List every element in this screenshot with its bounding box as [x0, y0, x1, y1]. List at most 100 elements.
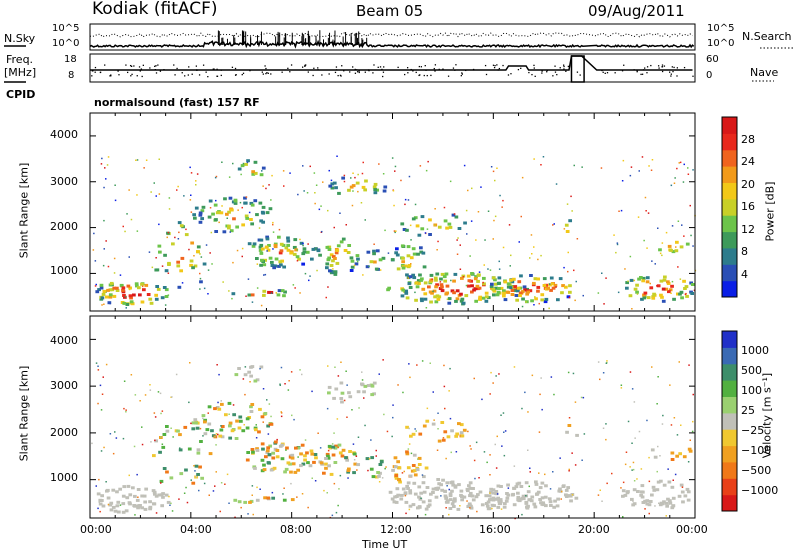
velocity-speck: [689, 439, 691, 441]
power-speck: [636, 293, 639, 295]
power-speck: [209, 207, 212, 209]
power-speck: [105, 178, 107, 180]
velocity-cell: [424, 507, 429, 511]
velocity-speck: [103, 446, 105, 449]
velocity-cell: [408, 489, 413, 493]
velocity-cell: [140, 494, 145, 498]
velocity-cell: [299, 452, 303, 456]
power-cell: [292, 252, 297, 256]
nave-dot: [301, 66, 304, 68]
power-speck: [510, 254, 512, 257]
power-speck: [670, 184, 673, 187]
power-speck: [313, 172, 316, 174]
velocity-colorbar-swatch: [722, 494, 737, 512]
nave-dot: [565, 70, 567, 72]
power-speck: [394, 231, 396, 234]
power-cell: [565, 230, 570, 233]
power-speck: [475, 239, 477, 241]
power-speck: [529, 257, 531, 259]
velocity-cell: [306, 461, 310, 465]
power-cell: [455, 289, 460, 293]
velocity-colorbar-swatch: [722, 331, 737, 348]
power-cell: [350, 265, 355, 269]
velocity-speck: [473, 377, 475, 380]
nave-dot: [231, 66, 234, 68]
power-speck: [692, 169, 694, 171]
power-cell: [466, 284, 471, 288]
power-cell: [335, 261, 340, 265]
power-cell: [289, 251, 294, 255]
velocity-cell: [390, 497, 395, 501]
power-cell: [512, 277, 516, 281]
power-speck: [378, 163, 380, 165]
velocity-cell: [369, 467, 374, 471]
power-speck: [646, 247, 648, 249]
power-speck: [498, 260, 500, 263]
freq-label: Freq.: [6, 53, 34, 66]
power-speck: [168, 197, 171, 199]
nave-dot: [485, 73, 488, 76]
power-cell: [200, 217, 205, 221]
velocity-cell: [332, 396, 336, 400]
velocity-speck: [574, 464, 577, 466]
velocity-speck: [561, 490, 563, 493]
velocity-speck: [474, 477, 476, 480]
nave-dot: [554, 65, 556, 67]
velocity-cell: [411, 432, 416, 436]
power-cell: [459, 292, 463, 296]
power-colorbar-tick: 4: [741, 267, 748, 281]
velocity-speck: [383, 413, 385, 416]
velocity-cell: [288, 455, 293, 459]
velocity-speck: [293, 418, 295, 421]
power-speck: [684, 293, 687, 295]
power-speck: [436, 249, 438, 251]
velocity-cell: [224, 413, 228, 417]
velocity-speck: [190, 422, 192, 425]
power-cell: [325, 266, 329, 270]
velocity-speck: [288, 380, 290, 382]
power-speck: [645, 210, 647, 212]
velocity-speck: [654, 505, 656, 507]
time-tick: 20:00: [578, 523, 610, 536]
nave-dot: [418, 74, 420, 77]
velocity-cell: [538, 486, 543, 490]
power-cell: [556, 298, 560, 302]
velocity-speck: [199, 427, 202, 430]
power-speck: [681, 224, 683, 226]
velocity-speck: [538, 472, 540, 474]
velocity-cell: [208, 452, 213, 456]
velocity-cell: [565, 430, 569, 434]
power-speck: [661, 242, 664, 244]
velocity-speck: [449, 417, 452, 420]
velocity-speck: [334, 366, 336, 368]
velocity-speck: [133, 445, 136, 448]
velocity-speck: [276, 438, 278, 441]
power-cell: [542, 284, 547, 287]
power-speck: [502, 246, 505, 249]
velocity-cell: [535, 492, 540, 496]
power-speck: [241, 247, 244, 250]
power-cell: [510, 293, 515, 296]
velocity-cell: [239, 419, 243, 423]
power-speck: [651, 159, 654, 161]
velocity-speck: [256, 486, 258, 489]
nave-dot: [383, 66, 385, 68]
power-speck: [434, 224, 436, 226]
power-cell: [146, 293, 151, 296]
power-cell: [184, 233, 189, 237]
nave-dot: [533, 64, 535, 67]
nave-dot: [562, 64, 565, 66]
power-speck: [245, 196, 248, 198]
velocity-cell: [468, 481, 473, 485]
power-cell: [522, 285, 527, 289]
power-cell: [126, 284, 131, 288]
velocity-cell: [651, 485, 656, 489]
power-speck: [407, 199, 410, 201]
nave-dot: [289, 71, 291, 73]
velocity-speck: [150, 441, 152, 443]
nave-dot: [382, 75, 384, 78]
power-cell: [257, 238, 262, 242]
power-speck: [683, 235, 685, 237]
velocity-cell: [352, 471, 356, 475]
nave-dot: [434, 64, 437, 66]
